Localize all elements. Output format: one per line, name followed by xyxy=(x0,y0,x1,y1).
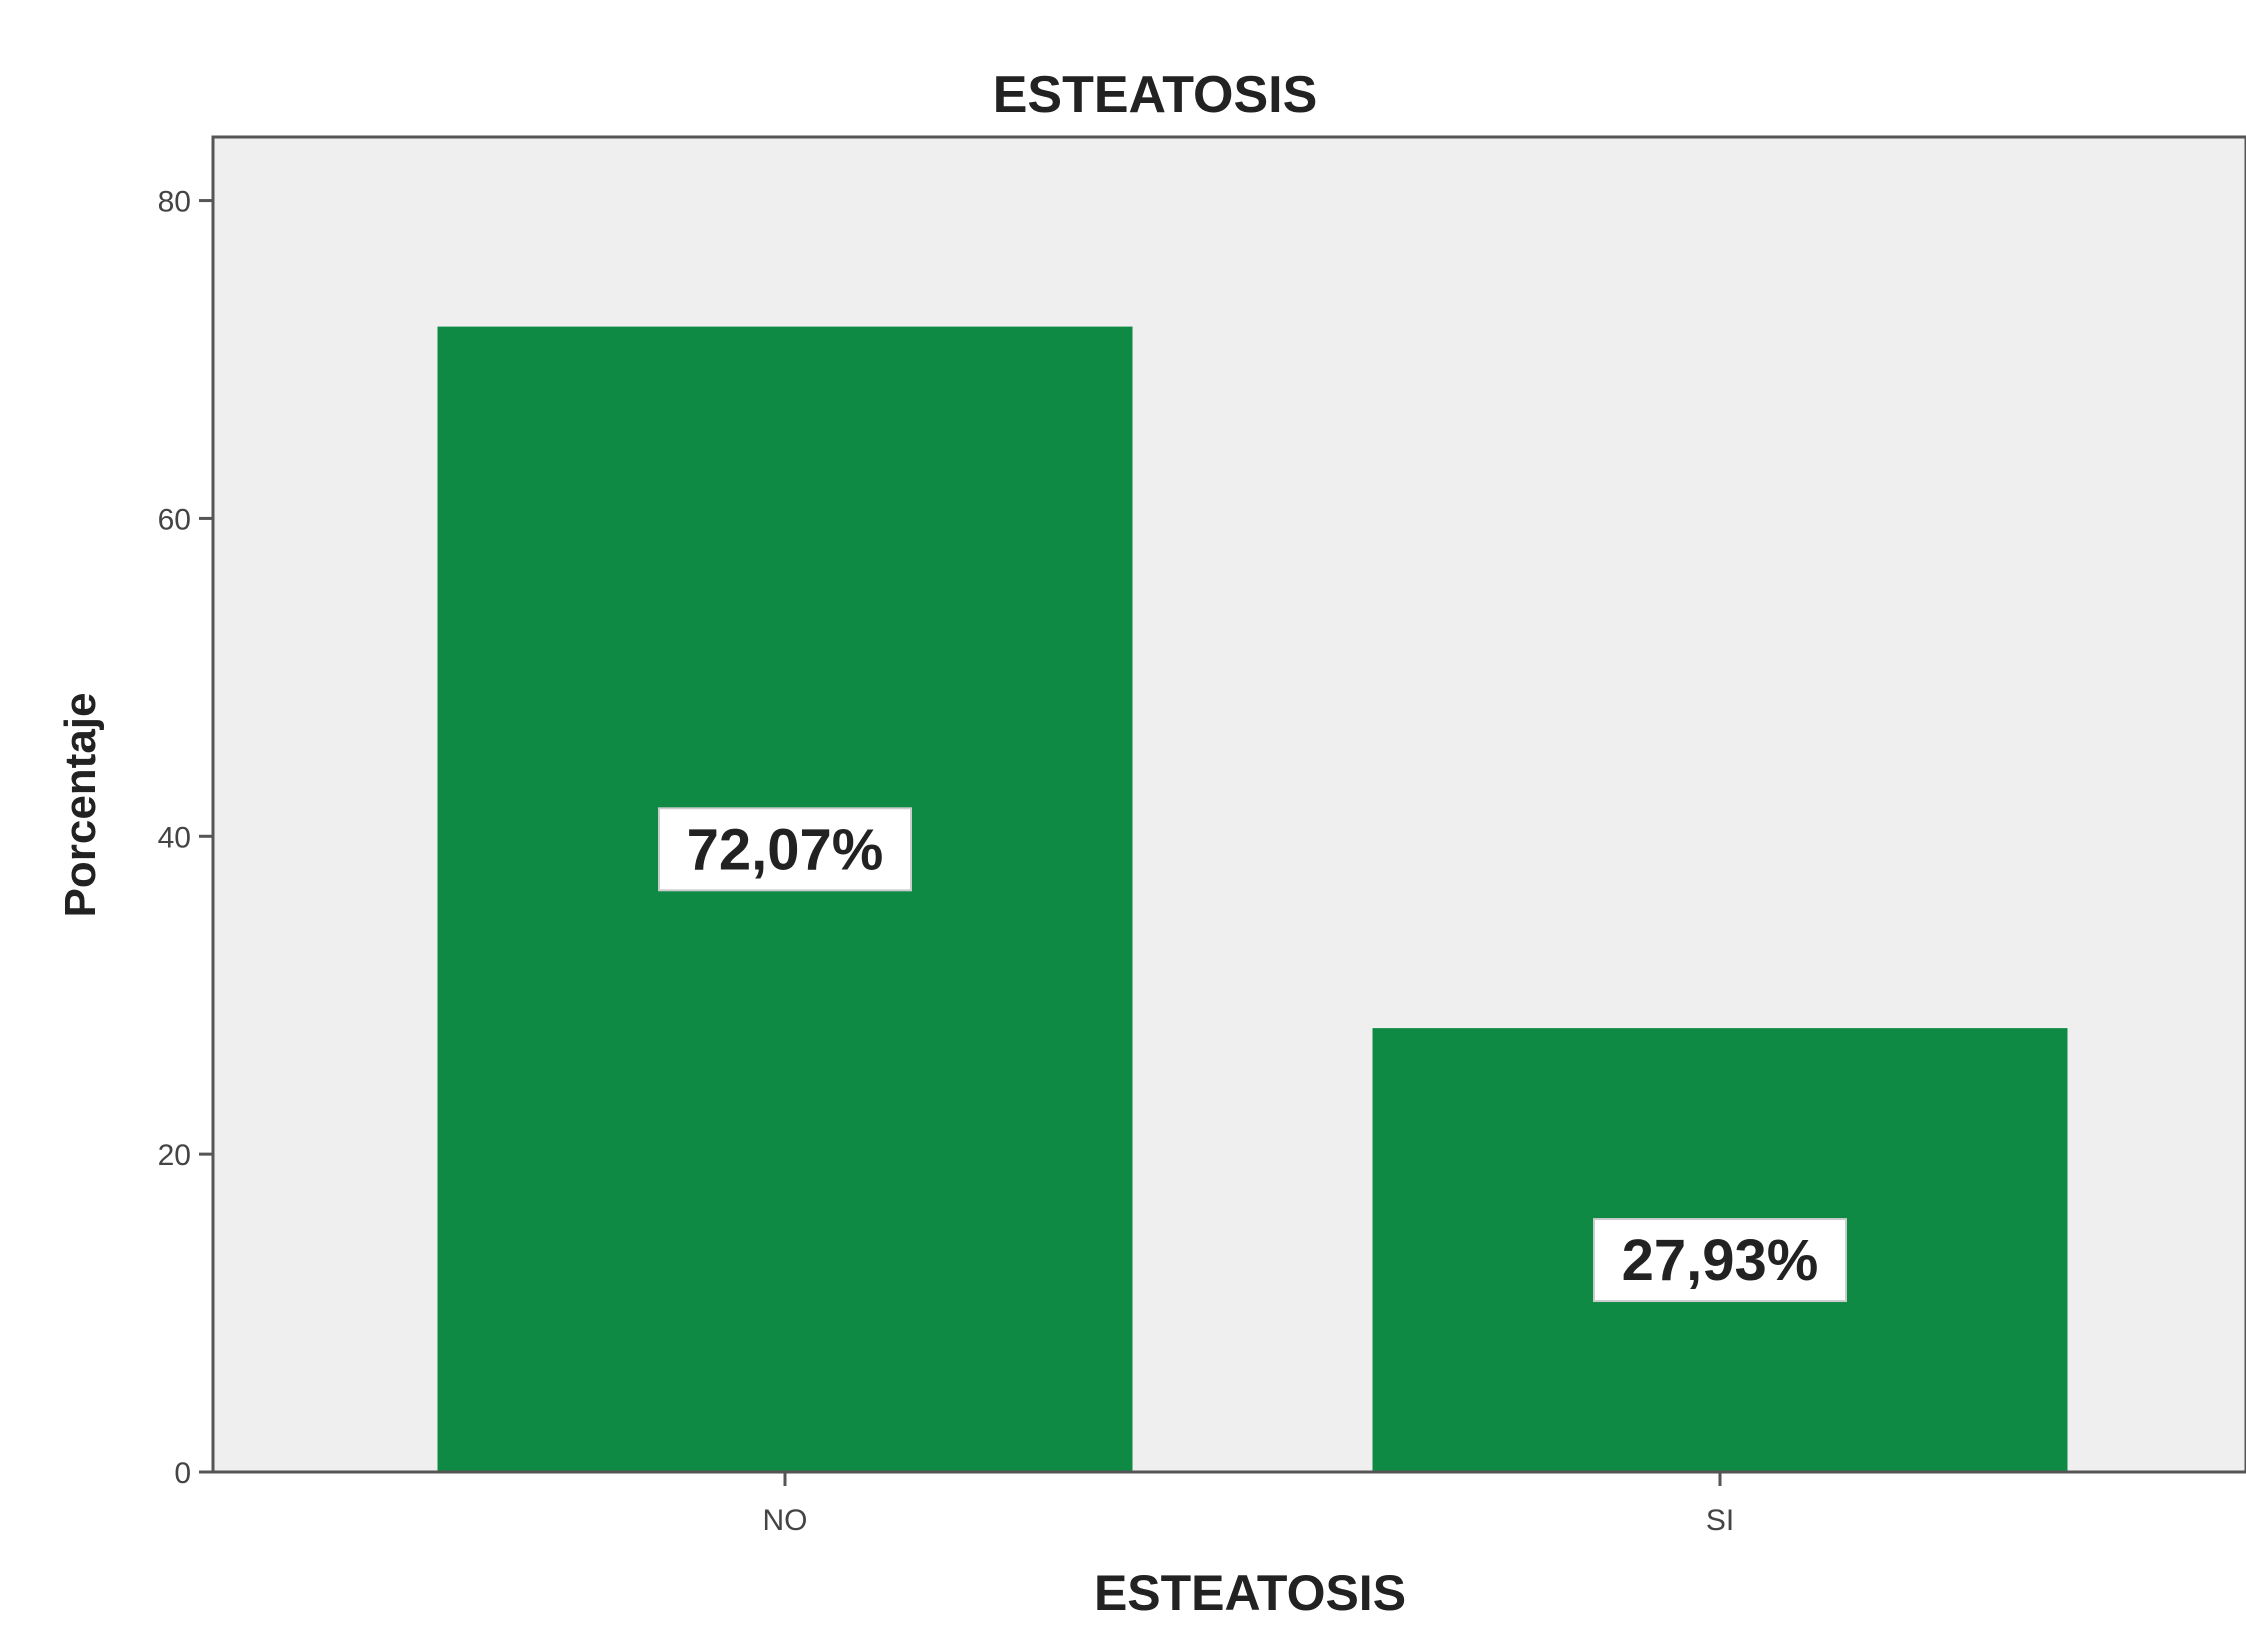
y-tick-label: 80 xyxy=(158,186,191,219)
data-label: 72,07% xyxy=(687,817,884,882)
y-tick-label: 60 xyxy=(158,503,191,536)
data-label: 27,93% xyxy=(1622,1228,1819,1293)
y-tick-label: 40 xyxy=(158,821,191,854)
y-tick-label: 0 xyxy=(174,1457,191,1490)
chart-title: ESTEATOSIS xyxy=(993,66,1318,124)
y-axis-title: Porcentaje xyxy=(56,693,105,918)
x-axis-title: ESTEATOSIS xyxy=(1094,1565,1406,1621)
y-tick-label: 20 xyxy=(158,1139,191,1172)
x-axis-ticks: NO SI xyxy=(763,1472,1734,1537)
x-tick-label: SI xyxy=(1706,1504,1734,1537)
data-label-box xyxy=(658,807,912,892)
data-labels: 72,07% 27,93% xyxy=(658,807,1847,1303)
bar-no xyxy=(437,326,1133,1472)
y-axis-ticks: 0 20 40 60 80 xyxy=(158,186,213,1490)
x-tick-label: NO xyxy=(763,1504,808,1537)
data-label-box xyxy=(1593,1218,1847,1303)
